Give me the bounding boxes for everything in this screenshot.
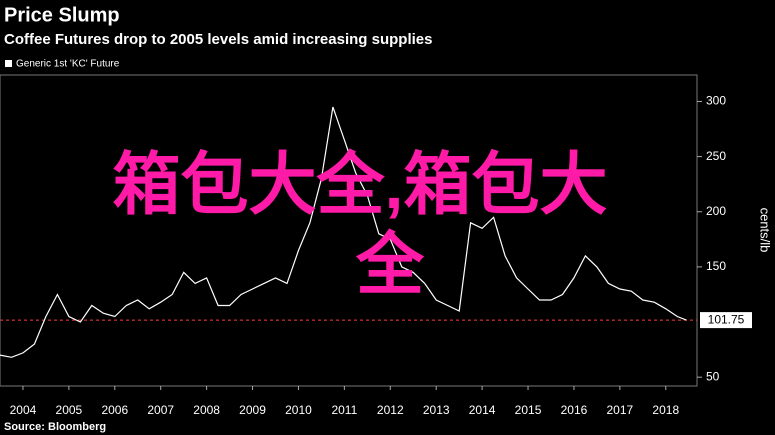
y-tick-label: 300 (706, 94, 726, 108)
y-axis-label: cents/lb (758, 208, 773, 253)
series-line (0, 106, 687, 358)
x-tick-label: 2013 (423, 403, 450, 417)
x-tick-label: 2017 (607, 403, 634, 417)
last-value-label: 101.75 (708, 312, 745, 326)
chart-title: Price Slump (4, 4, 120, 26)
y-tick-label: 50 (706, 369, 720, 383)
last-value-box (700, 312, 752, 329)
y-tick-label: 150 (706, 259, 726, 273)
x-tick-label: 2018 (652, 403, 679, 417)
watermark: 箱包大全,箱包大全 (113, 147, 608, 303)
x-tick-label: 2007 (147, 403, 174, 417)
x-tick-label: 2005 (56, 403, 83, 417)
legend-swatch (5, 60, 12, 67)
x-tick-label: 2006 (101, 403, 128, 417)
y-tick-label: 200 (706, 204, 726, 218)
x-tick-label: 2004 (10, 403, 37, 417)
x-tick-label: 2010 (285, 403, 312, 417)
y-tick-label: 250 (706, 149, 726, 163)
x-tick-label: 2011 (331, 403, 357, 417)
x-tick-label: 2008 (193, 403, 220, 417)
source: Source: Bloomberg (4, 421, 106, 433)
x-tick-label: 2014 (469, 403, 496, 417)
legend-label: Generic 1st 'KC' Future (16, 59, 120, 70)
x-tick-label: 2012 (377, 403, 404, 417)
x-tick-label: 2009 (239, 403, 266, 417)
plot-frame (0, 74, 698, 387)
chart-subtitle: Coffee Futures drop to 2005 levels amid … (4, 31, 432, 48)
x-tick-label: 2015 (515, 403, 542, 417)
x-tick-label: 2016 (561, 403, 588, 417)
